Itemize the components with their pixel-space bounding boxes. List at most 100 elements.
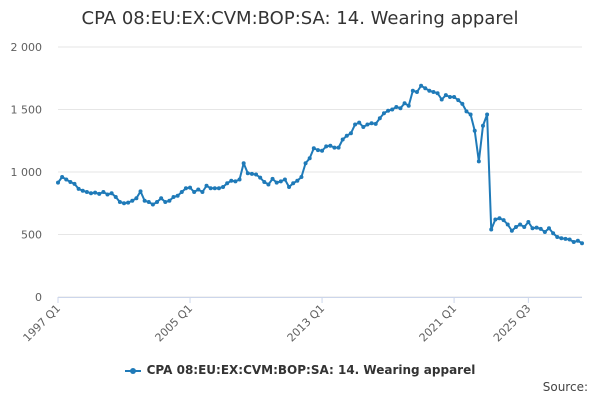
data-series[interactable] [56, 83, 584, 246]
data-point[interactable] [229, 178, 234, 183]
data-point[interactable] [546, 226, 551, 231]
data-point[interactable] [414, 90, 419, 94]
data-point[interactable] [113, 195, 118, 199]
data-point[interactable] [522, 225, 527, 229]
data-point[interactable] [324, 144, 329, 149]
data-point[interactable] [485, 112, 490, 117]
data-point[interactable] [447, 95, 452, 99]
data-point[interactable] [245, 171, 250, 176]
data-point[interactable] [328, 143, 333, 148]
data-point[interactable] [109, 191, 114, 196]
data-point[interactable] [452, 95, 457, 99]
data-point[interactable] [188, 185, 193, 190]
data-point[interactable] [204, 183, 209, 188]
data-point[interactable] [480, 123, 485, 128]
data-point[interactable] [501, 218, 506, 223]
data-point[interactable] [386, 108, 391, 113]
data-point[interactable] [542, 230, 547, 234]
data-point[interactable] [84, 190, 89, 194]
data-point[interactable] [571, 240, 576, 244]
data-point[interactable] [93, 190, 98, 195]
data-point[interactable] [439, 97, 444, 102]
data-point[interactable] [287, 185, 292, 189]
data-point[interactable] [89, 191, 94, 196]
data-point[interactable] [200, 190, 205, 194]
data-point[interactable] [476, 159, 481, 164]
data-point[interactable] [179, 190, 184, 194]
data-point[interactable] [155, 200, 160, 204]
data-point[interactable] [315, 148, 320, 153]
data-point[interactable] [258, 175, 263, 180]
data-point[interactable] [192, 190, 197, 194]
data-point[interactable] [142, 198, 147, 203]
data-point[interactable] [505, 222, 510, 227]
data-point[interactable] [427, 88, 432, 93]
data-point[interactable] [76, 186, 81, 191]
data-point[interactable] [348, 131, 353, 136]
data-point[interactable] [497, 216, 502, 221]
data-point[interactable] [196, 187, 201, 192]
data-point[interactable] [266, 182, 271, 187]
data-point[interactable] [60, 175, 65, 179]
data-point[interactable] [237, 177, 242, 182]
data-point[interactable] [241, 161, 246, 166]
legend[interactable]: CPA 08:EU:EX:CVM:BOP:SA: 14. Wearing app… [0, 363, 600, 377]
data-point[interactable] [431, 90, 436, 94]
data-point[interactable] [518, 222, 523, 227]
data-point[interactable] [291, 181, 296, 186]
data-point[interactable] [361, 125, 366, 129]
data-point[interactable] [311, 146, 316, 151]
data-point[interactable] [134, 196, 139, 201]
data-point[interactable] [130, 198, 135, 203]
data-point[interactable] [72, 181, 77, 186]
data-point[interactable] [353, 122, 358, 127]
data-point[interactable] [146, 200, 151, 204]
data-point[interactable] [303, 161, 308, 166]
data-point[interactable] [282, 177, 287, 182]
data-point[interactable] [410, 88, 415, 93]
data-point[interactable] [183, 186, 188, 191]
data-point[interactable] [423, 86, 428, 91]
data-point[interactable] [563, 236, 568, 241]
data-point[interactable] [357, 120, 362, 125]
data-point[interactable] [526, 220, 531, 224]
data-point[interactable] [443, 93, 448, 98]
data-point[interactable] [567, 237, 572, 242]
data-point[interactable] [171, 195, 176, 199]
data-point[interactable] [381, 111, 386, 116]
data-point[interactable] [122, 201, 127, 206]
data-point[interactable] [216, 186, 221, 191]
data-point[interactable] [274, 180, 279, 185]
data-point[interactable] [460, 101, 465, 106]
data-point[interactable] [464, 109, 469, 114]
data-point[interactable] [575, 238, 580, 243]
data-point[interactable] [80, 188, 85, 193]
data-point[interactable] [551, 231, 556, 236]
data-point[interactable] [278, 179, 283, 184]
data-point[interactable] [175, 193, 180, 198]
data-point[interactable] [489, 227, 494, 232]
data-point[interactable] [468, 112, 473, 117]
data-point[interactable] [336, 145, 341, 150]
data-point[interactable] [101, 190, 106, 194]
data-point[interactable] [419, 83, 424, 88]
data-point[interactable] [56, 180, 60, 185]
data-point[interactable] [307, 156, 312, 161]
data-point[interactable] [249, 171, 254, 176]
data-point[interactable] [402, 101, 407, 106]
data-point[interactable] [513, 225, 518, 229]
data-point[interactable] [534, 225, 539, 230]
data-point[interactable] [320, 148, 325, 153]
data-point[interactable] [580, 241, 584, 246]
data-point[interactable] [555, 235, 560, 239]
data-point[interactable] [68, 180, 73, 184]
data-point[interactable] [390, 107, 395, 112]
data-point[interactable] [163, 200, 168, 204]
data-point[interactable] [472, 128, 477, 133]
data-point[interactable] [332, 145, 337, 150]
data-point[interactable] [105, 192, 110, 197]
data-point[interactable] [150, 202, 155, 207]
data-point[interactable] [340, 137, 345, 142]
data-point[interactable] [456, 98, 461, 103]
data-point[interactable] [365, 122, 370, 127]
